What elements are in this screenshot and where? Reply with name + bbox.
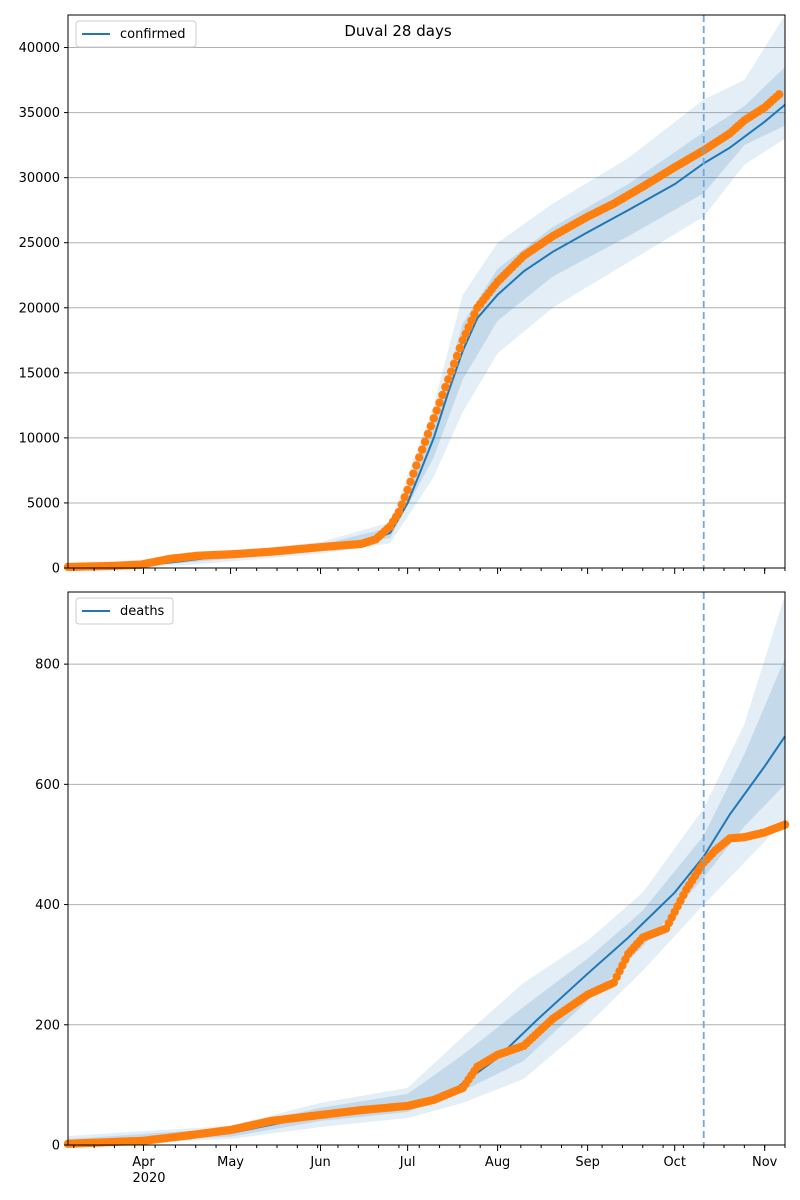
confirmed-observed-point [467,316,476,325]
deaths-y-tick-label: 600 [35,778,60,793]
confirmed-observed-point [458,336,467,345]
confirmed-y-ticks: 0 5000 10000 15000 20000 25000 30000 35000 40000 [19,41,68,577]
x-axis-year-label: 2020 [132,1171,165,1186]
confirmed-axes-frame [67,14,786,569]
confirmed-legend-box [75,20,197,48]
confirmed-plot-area [68,15,785,568]
x-tick-label: May [217,1155,244,1170]
x-tick-label: Oct [663,1155,685,1170]
x-tick-label: Nov [752,1155,778,1170]
confirmed-observed-point [397,500,407,509]
confirmed-observed-point [406,477,415,486]
confirmed-y-tick-label: 30000 [19,171,60,186]
confirmed-legend-label: confirmed [120,27,186,42]
confirmed-observed-point [403,485,412,495]
confirmed-observed-point [409,469,418,478]
deaths-plot-area [68,592,785,1145]
confirmed-observed-point [452,351,462,361]
confirmed-observed-point [449,359,459,368]
confirmed-observed-point [415,453,424,462]
confirmed-y-tick-label: 40000 [19,41,60,56]
confirmed-y-tick-label: 35000 [19,106,60,121]
confirmed-observed-point [470,310,479,319]
deaths-legend-box [75,597,174,625]
chart-title: Duval 28 days [344,22,452,40]
deaths-y-tick-label: 400 [35,898,60,913]
confirmed-y-tick-label: 10000 [19,431,60,446]
confirmed-observed-point [461,329,470,338]
deaths-y-tick-label: 800 [35,658,60,673]
confirmed-observed-point [774,90,784,99]
confirmed-observed-point [446,367,456,376]
deaths-x-ticks: Apr May Jun Jul Aug Sep Oct Nov [132,1155,777,1170]
x-tick-label: Jun [309,1155,330,1170]
confirmed-observed-point [412,461,421,470]
deaths-axes-frame [67,591,786,1146]
confirmed-observed-point [432,406,441,415]
confirmed-y-tick-label: 15000 [19,366,60,381]
confirmed-observed-points [63,90,784,572]
confirmed-panel: 0 5000 10000 15000 20000 25000 30000 35000 40000… [19,14,786,577]
confirmed-observed-point [455,343,465,353]
confirmed-observed-point [444,375,453,384]
confirmed-observed-point [464,323,473,332]
deaths-y-tick-label: 200 [35,1018,60,1033]
deaths-legend: deaths [75,597,174,625]
confirmed-x-minor-ticks [73,568,786,571]
confirmed-observed-point [441,382,450,392]
confirmed-y-tick-label: 20000 [19,301,60,316]
deaths-panel: 0 200 400 600 800 Apr May Jun Jul Aug Sep Oct Nov 2… [35,591,790,1186]
confirmed-legend: confirmed [75,20,197,48]
confirmed-observed-point [435,398,444,407]
confirmed-observed-point [400,493,409,502]
confirmed-observed-point [417,445,427,454]
confirmed-y-tick-label: 5000 [27,496,60,511]
confirmed-observed-point [394,507,404,517]
x-tick-label: Aug [485,1155,510,1170]
deaths-x-minor-ticks [73,1145,786,1148]
deaths-gridlines [68,663,785,1026]
confirmed-observed-point [429,414,438,423]
confirmed-observed-point [423,429,433,439]
deaths-legend-label: deaths [120,604,165,619]
deaths-observed-points [63,820,790,1148]
confirmed-observed-point [426,421,436,431]
confirmed-observed-point [438,390,447,400]
x-tick-label: Apr [132,1155,155,1170]
confirmed-y-tick-label: 25000 [19,236,60,251]
x-tick-label: Sep [575,1155,600,1170]
deaths-y-tick-label: 0 [52,1139,60,1154]
x-tick-label: Jul [399,1155,416,1170]
confirmed-observed-point [420,437,430,446]
deaths-y-ticks: 0 200 400 600 800 [35,658,68,1154]
confirmed-y-tick-label: 0 [52,562,60,577]
confirmed-band-inner [68,67,785,568]
